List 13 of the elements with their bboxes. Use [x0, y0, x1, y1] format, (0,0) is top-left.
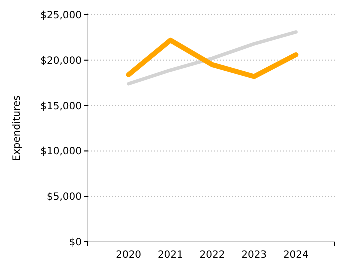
y-tick-label: $15,000 [40, 101, 82, 112]
x-tick-label: 2020 [116, 250, 142, 261]
y-tick-label: $25,000 [40, 10, 82, 22]
y-tick-label: $0 [69, 238, 82, 248]
y-axis-title: Expenditures [12, 96, 23, 162]
x-tick-label: 2022 [200, 250, 226, 261]
x-tick-label: 2023 [242, 250, 268, 261]
x-tick-label: 2021 [158, 250, 184, 261]
y-tick-label: $20,000 [40, 56, 82, 67]
x-tick-label: 2024 [283, 250, 309, 261]
y-tick-label: $5,000 [47, 192, 82, 204]
line-series [127, 30, 298, 86]
y-tick-label: $10,000 [40, 146, 82, 158]
